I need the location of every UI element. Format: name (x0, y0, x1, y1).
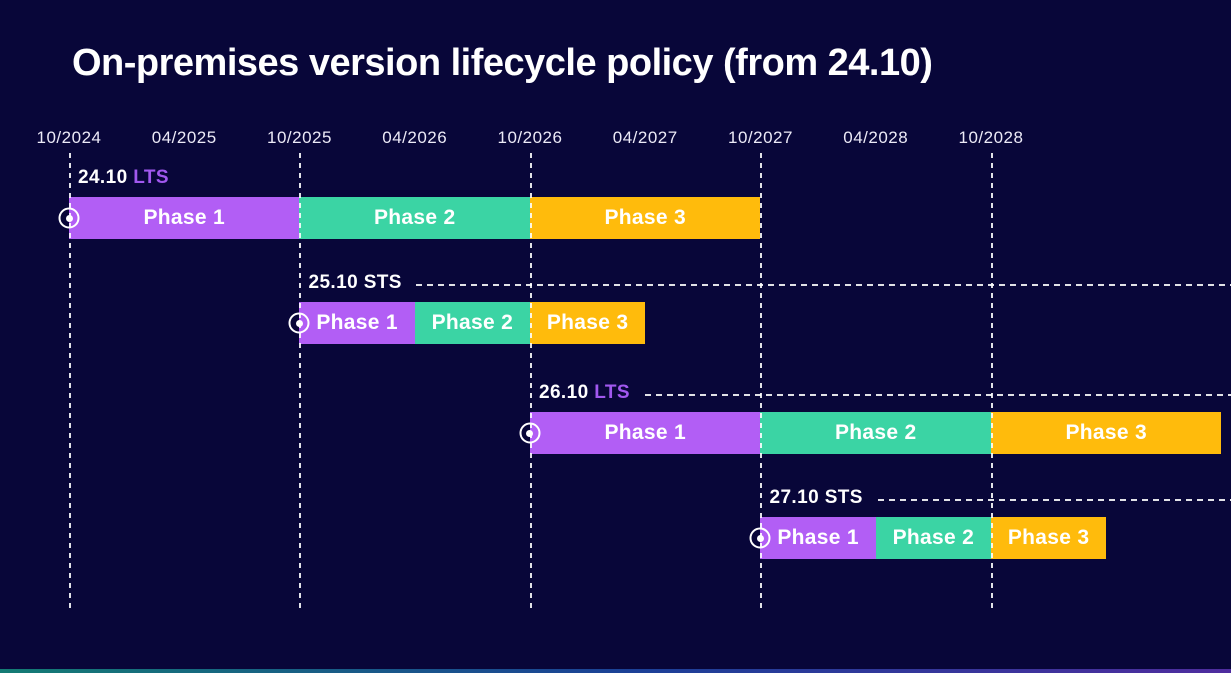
release-start-marker (749, 527, 771, 549)
support-dashed-line (416, 284, 1231, 286)
axis-tick-label: 10/2028 (958, 128, 1024, 147)
phase-bar: Phase 1 (529, 412, 761, 454)
phase-bar: Phase 2 (299, 197, 530, 239)
release-version: 24.10 (78, 167, 134, 188)
phase-bar: Phase 2 (875, 517, 991, 559)
support-dashed-line (645, 394, 1231, 396)
release-start-marker (288, 312, 310, 334)
phase-bar: Phase 3 (990, 517, 1107, 559)
release-channel-badge: STS (363, 272, 402, 293)
phase-bar: Phase 1 (760, 517, 876, 559)
release-version: 26.10 (538, 382, 595, 403)
phase-bar: Phase 2 (414, 302, 530, 344)
phase-bar: Phase 2 (760, 412, 991, 454)
gridline (299, 153, 302, 613)
release-label: 24.10 LTS (78, 167, 169, 189)
gridline (760, 153, 763, 613)
axis-tick-label: 10/2027 (728, 128, 793, 147)
gridline (529, 153, 532, 613)
phase-bar: Phase 1 (69, 197, 300, 239)
release-channel-badge: STS (824, 487, 863, 508)
release-label: 26.10 LTS (539, 382, 630, 404)
release-label: 25.10 STS (308, 272, 401, 294)
bottom-gradient-strip (0, 669, 1231, 673)
page-title: On-premises version lifecycle policy (fr… (72, 42, 933, 84)
release-start-marker (519, 422, 541, 444)
gridline (990, 153, 993, 613)
axis-tick-label: 04/2027 (612, 128, 678, 147)
release-start-marker (58, 207, 80, 229)
release-version: 27.10 (769, 487, 825, 508)
axis-tick-label: 10/2025 (267, 128, 332, 147)
axis-tick-label: 04/2025 (151, 128, 217, 147)
phase-bar: Phase 3 (529, 197, 761, 239)
axis-tick-label: 04/2026 (382, 128, 448, 147)
axis-tick-label: 04/2028 (843, 128, 909, 147)
phase-bar: Phase 1 (299, 302, 415, 344)
release-label: 27.10 STS (769, 487, 862, 509)
phase-bar: Phase 3 (990, 412, 1222, 454)
support-dashed-line (878, 499, 1231, 501)
release-version: 25.10 (308, 272, 364, 293)
release-channel-badge: LTS (133, 167, 169, 188)
axis-tick-label: 10/2024 (36, 128, 102, 147)
release-channel-badge: LTS (594, 382, 630, 403)
gridline (69, 153, 71, 613)
axis-tick-label: 10/2026 (497, 128, 563, 147)
phase-bar: Phase 3 (529, 302, 646, 344)
